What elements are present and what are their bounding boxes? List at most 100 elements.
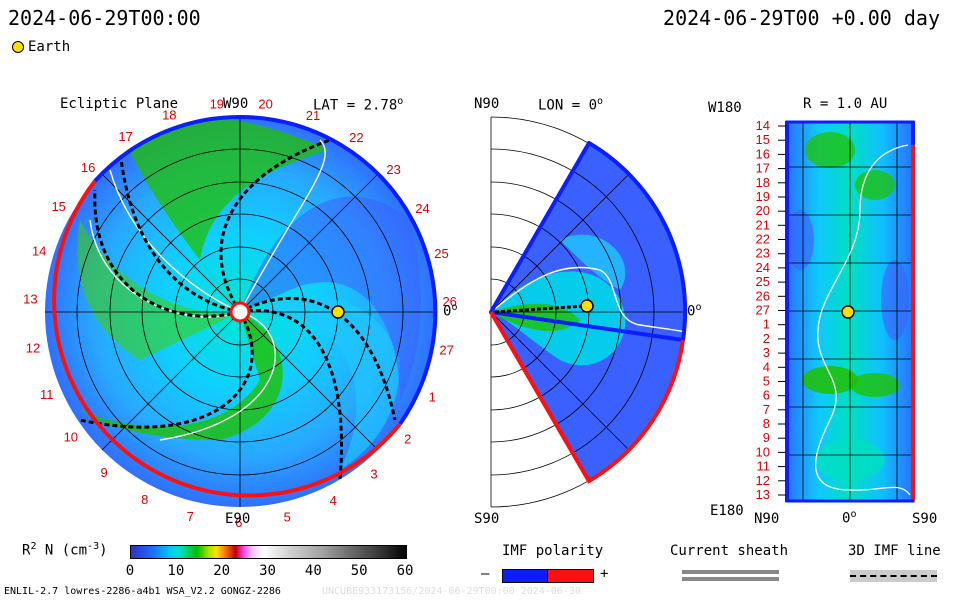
colorbar-tick: 20 [213,563,231,579]
ecliptic-boundary-negative [239,114,438,426]
rotation-number: 10 [64,429,78,444]
imf-polarity-minus: – [481,566,490,582]
rotation-number: 5 [284,510,291,525]
synoptic-y-tick: 26 [756,288,770,303]
imf-polarity-title: IMF polarity [502,543,604,559]
meridional-sheath [490,266,687,333]
rotation-number: 1 [429,389,436,404]
colorbar-tick: 10 [167,563,185,579]
sun-marker [229,301,251,323]
synoptic-grid [786,121,914,502]
synoptic-y-ticks: 1415161718192021222324252627123456789101… [756,118,786,502]
colorbar-label: R2 N (cm-3) [22,541,108,559]
rotation-number: 23 [386,162,400,177]
colorbar-tick: 0 [125,563,135,579]
synoptic-y-tick: 2 [763,331,770,346]
meridional-top-label: N90 [474,96,500,112]
rotation-number: 7 [187,509,194,524]
rotation-number: 12 [26,340,40,355]
synoptic-y-tick: 11 [757,459,771,474]
rotation-number: 21 [306,108,320,123]
rotation-number: 3 [370,467,377,482]
synoptic-y-tick: 22 [756,232,770,247]
earth-legend-label: Earth [28,39,71,55]
ecliptic-title: Ecliptic Plane [60,96,179,112]
ecliptic-sheath-lines [79,138,397,481]
synoptic-y-tick: 20 [756,203,770,218]
ecliptic-top-label: W90 [223,96,249,112]
header-right-time: 2024-06-29T00 +0.00 day [663,6,940,30]
current-sheath-swatch-2 [682,577,779,581]
rotation-number: 26 [442,294,456,309]
rotation-number: 24 [415,201,429,216]
rotation-number: 20 [258,97,272,112]
synoptic-y-tick: 5 [763,374,770,389]
synoptic-y-tick: 13 [756,487,770,502]
rotation-number: 14 [32,244,46,259]
colorbar-tick: 50 [350,563,368,579]
meridional-grid [490,116,687,508]
rotation-number: 6 [235,515,242,530]
synoptic-x-label-n90: N90 [754,511,780,527]
earth-legend: Earth [12,39,70,55]
colorbar [130,545,407,559]
synoptic-top-label: W180 [708,100,742,116]
rotation-number: 8 [141,492,148,507]
synoptic-y-tick: 9 [763,430,770,445]
synoptic-y-tick: 17 [756,161,770,176]
footer-right: UNCUBE933173156/2024-06-29T00:00 2024-06… [322,586,581,597]
synoptic-density-structures [786,132,909,480]
synoptic-x-label-s90: S90 [912,511,938,527]
synoptic-y-tick: 6 [763,388,770,403]
rotation-number: 15 [51,199,65,214]
rotation-number: 27 [439,343,453,358]
synoptic-sheath [814,144,911,496]
meridional-lon-label: LON = 0o [538,96,604,114]
colorbar-tick: 40 [304,563,322,579]
colorbar-tick: 60 [396,563,414,579]
synoptic-y-tick: 1 [763,317,770,332]
footer-left: ENLIL-2.7 lowres-2286-a4b1 WSA_V2.2 GONG… [4,586,281,597]
rotation-numbers: 2021222324252627123456789101112131415161… [23,96,457,530]
earth-legend-icon [12,41,24,53]
meridional-plot [489,116,688,508]
meridional-boundary-positive [489,310,685,484]
meridional-right-label: 0o [687,302,702,320]
ecliptic-right-label: 0o [443,302,458,320]
imf-line-title: 3D IMF line [848,543,941,559]
imf-polarity-plus: + [600,566,609,582]
meridional-boundary-negative [489,141,688,342]
synoptic-plot: 1415161718192021222324252627123456789101… [756,118,915,503]
meridional-imf-line [494,304,586,314]
synoptic-y-tick: 16 [756,146,770,161]
ecliptic-bottom-label: E90 [225,511,251,527]
current-sheath-title: Current sheath [670,543,789,559]
synoptic-y-tick: 10 [756,444,770,459]
ecliptic-boundary-negative-2 [93,114,241,183]
synoptic-y-tick: 18 [756,175,770,190]
ecliptic-boundary-positive [52,179,402,498]
colorbar-tick: 30 [259,563,276,579]
synoptic-x-label-0: 0o [842,509,857,527]
synoptic-r-label: R = 1.0 AU [803,96,888,112]
rotation-number: 9 [100,465,107,480]
imf-polarity-positive-swatch [547,569,594,583]
synoptic-y-tick: 24 [756,260,770,275]
earth-marker-ecliptic [331,305,345,319]
synoptic-bottom-label: E180 [710,503,744,519]
ecliptic-plot: 2021222324252627123456789101112131415161… [23,96,457,530]
rotation-number: 25 [434,246,448,261]
synoptic-y-tick: 8 [763,416,770,431]
synoptic-y-tick: 19 [756,189,770,204]
rotation-number: 11 [40,387,54,402]
rotation-number: 2 [404,431,411,446]
synoptic-y-tick: 23 [756,246,770,261]
synoptic-y-tick: 21 [756,217,770,232]
synoptic-y-tick: 3 [763,345,770,360]
rotation-number: 19 [210,96,224,111]
ecliptic-lat-label: LAT = 2.78o [313,96,404,114]
rotation-number: 13 [23,292,37,307]
imf-line-swatch [850,575,937,577]
synoptic-y-tick: 15 [756,132,770,147]
